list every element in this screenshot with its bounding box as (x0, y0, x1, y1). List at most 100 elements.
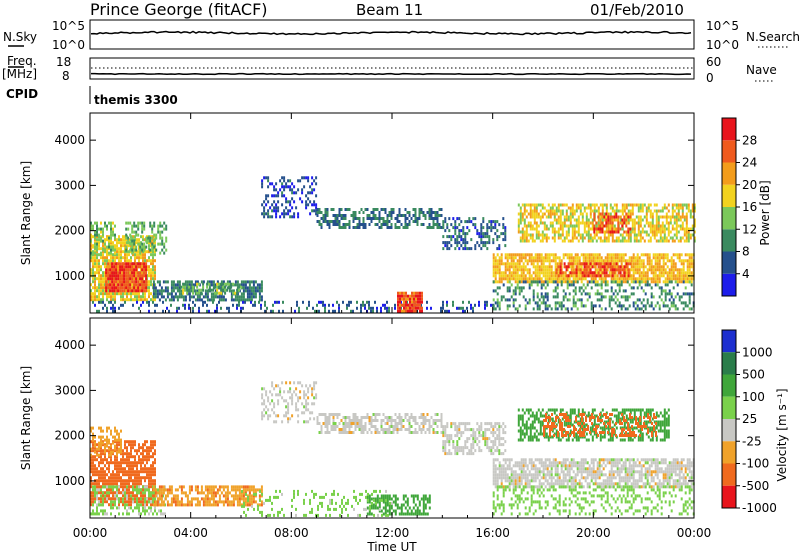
scatter-cell (618, 256, 621, 260)
scatter-cell (533, 215, 536, 219)
scatter-cell (131, 248, 134, 252)
scatter-cell (557, 203, 560, 207)
scatter-cell (102, 441, 104, 445)
scatter-cell (637, 215, 640, 219)
scatter-cell (536, 301, 539, 305)
scatter-cell (120, 497, 122, 501)
scatter-cell (601, 203, 604, 207)
scatter-cell (622, 256, 625, 260)
scatter-cell (615, 209, 618, 213)
scatter-cell (138, 295, 140, 299)
scatter-cell (234, 283, 237, 287)
scatter-cell (121, 277, 124, 281)
scatter-cell (275, 215, 278, 219)
scatter-cell (92, 271, 94, 275)
scatter-cell (138, 253, 140, 257)
scatter-cell (94, 470, 96, 474)
scatter-cell (524, 277, 527, 281)
scatter-cell (98, 479, 100, 483)
scatter-cell (539, 233, 542, 237)
scatter-cell (126, 449, 128, 453)
scatter-cell (488, 226, 491, 230)
scatter-cell (559, 203, 562, 207)
scatter-cell (678, 259, 681, 263)
scatter-cell (271, 194, 274, 198)
scatter-cell (110, 251, 112, 255)
scatter-cell (464, 232, 467, 236)
scatter-cell (118, 488, 120, 492)
scatter-cell (407, 309, 409, 313)
scatter-cell (346, 306, 348, 310)
scatter-cell (124, 473, 126, 477)
scatter-cell (506, 277, 509, 281)
scatter-cell (403, 309, 405, 313)
scatter-cell (681, 206, 684, 210)
scatter-cell (589, 274, 592, 278)
scatter-cell (396, 220, 399, 223)
scatter-cell (514, 253, 517, 257)
scatter-cell (533, 221, 536, 225)
scatter-cell (616, 259, 619, 263)
scatter-cell (440, 306, 442, 310)
scatter-cell (629, 233, 632, 237)
scatter-cell (342, 300, 344, 304)
scatter-cell (516, 262, 519, 266)
scatter-cell (106, 444, 108, 448)
scatter-cell (500, 280, 503, 284)
scatter-cell (565, 209, 568, 213)
scatter-cell (446, 303, 448, 307)
scatter-cell (673, 233, 676, 237)
scatter-cell (132, 494, 134, 498)
scatter-cell (277, 200, 280, 204)
scatter-cell (126, 461, 128, 465)
scatter-cell (117, 268, 120, 272)
scatter-cell (165, 236, 168, 240)
scatter-cell (436, 220, 439, 223)
scatter-cell (574, 262, 577, 266)
scatter-cell (158, 298, 161, 302)
scatter-cell (571, 203, 574, 207)
scatter-cell (621, 236, 624, 240)
scatter-cell (537, 215, 540, 219)
scatter-cell (271, 215, 274, 219)
scatter-cell (92, 435, 94, 439)
scatter-cell (585, 215, 588, 219)
scatter-cell (638, 274, 641, 278)
scatter-cell (430, 208, 433, 211)
scatter-cell (613, 265, 616, 269)
scatter-cell (530, 262, 533, 266)
scatter-cell (688, 295, 691, 299)
scatter-cell (104, 497, 106, 501)
nave-tick-top: 60 (706, 55, 721, 69)
scatter-cell (593, 230, 596, 234)
scatter-cell (519, 236, 522, 240)
scatter-cell (112, 461, 114, 465)
scatter-cell (150, 274, 152, 278)
scatter-cell (104, 303, 106, 307)
scatter-cell (121, 280, 124, 284)
scatter-cell (407, 294, 409, 298)
scatter-cell (172, 280, 175, 284)
scatter-cell (664, 283, 667, 287)
scatter-cell (384, 223, 387, 226)
scatter-cell (293, 215, 296, 219)
scatter-cell (494, 262, 497, 266)
scatter-cell (623, 274, 626, 278)
scatter-cell (566, 277, 569, 281)
scatter-cell (96, 309, 98, 313)
scatter-cell (403, 306, 405, 310)
scatter-cell (682, 307, 685, 311)
scatter-cell (592, 256, 595, 260)
scatter-cell (559, 224, 562, 228)
scatter-cell (98, 298, 100, 302)
scatter-cell (541, 239, 544, 243)
scatter-cell (218, 300, 220, 304)
scatter-cell (109, 262, 112, 266)
scatter-cell (660, 271, 663, 275)
nsky-label: N.Sky (3, 30, 37, 44)
scatter-cell (565, 268, 568, 272)
scatter-cell (112, 248, 114, 252)
scatter-cell (665, 215, 668, 219)
scatter-cell (104, 464, 106, 468)
scatter-cell (100, 256, 102, 260)
